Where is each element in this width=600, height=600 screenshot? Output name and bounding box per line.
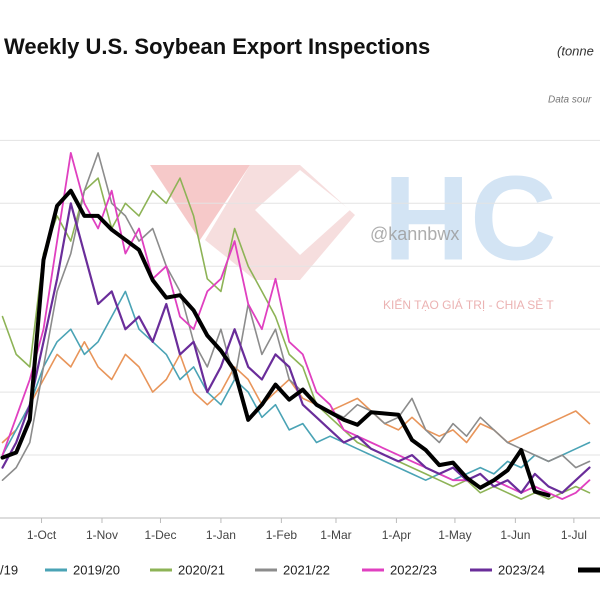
chart-subtitle: (tonne [557,43,594,58]
series-line [1,177,591,500]
x-tick-label: 1-Oct [27,528,57,542]
watermark-slogan: KIẾN TẠO GIÁ TRỊ - CHIA SẺ T [383,297,554,312]
watermark-logo: HC [383,152,556,286]
x-tick-label: 1-Dec [144,528,176,542]
x-tick-label: 1-Feb [266,528,298,542]
x-tick-label: 1-Apr [382,528,411,542]
x-tick-label: 1-Jul [561,528,587,542]
x-tick-label: 1-Jan [206,528,236,542]
x-tick-label: 1-May [438,528,471,542]
series-line [0,188,551,498]
x-tick-label: 1-Nov [86,528,118,542]
source: Data sour [548,95,592,106]
legend-label: 2021/22 [283,562,330,577]
legend-label: 2019/20 [73,562,120,577]
watermark-handle: @kannbwx [370,224,459,244]
logo-shape [150,165,250,240]
series-line [1,202,591,494]
x-tick-label: 1-Jun [500,528,530,542]
legend-label: 2020/21 [178,562,225,577]
x-tick-label: 1-Mar [320,528,351,542]
logo-shape [255,170,350,255]
series-line [1,290,591,481]
x-axis: 1-Oct 1-Nov 1-Dec 1-Jan 1-Feb 1-Mar 1-Apr 1-May… [0,517,600,542]
legend-label: /19 [0,562,18,577]
legend-label: 2023/24 [498,562,545,577]
chart-title: Weekly U.S. Soybean Export Inspections [4,34,430,59]
grid [0,139,600,519]
legend: /19 2019/20 2020/21 2021/22 2022/23 2023/24 [0,562,600,577]
legend-label: 2022/23 [390,562,437,577]
plot [0,152,591,500]
